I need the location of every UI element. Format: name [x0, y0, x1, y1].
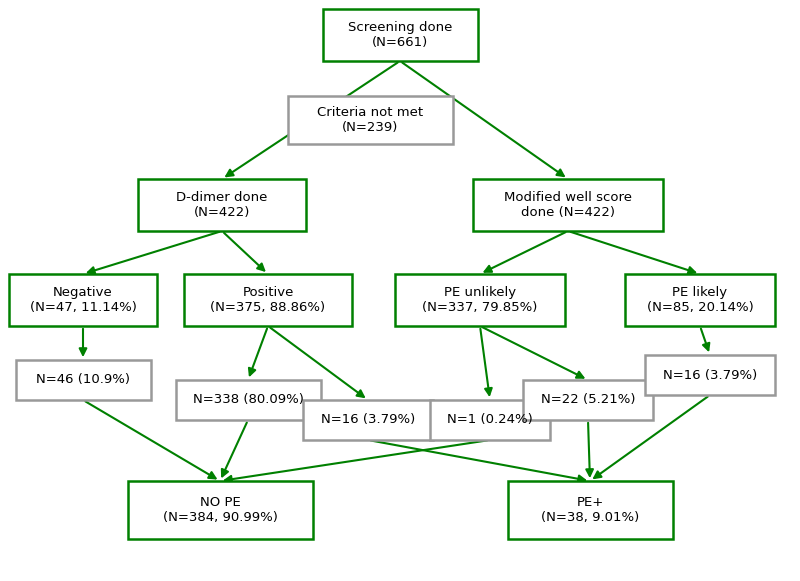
FancyBboxPatch shape	[184, 274, 352, 326]
Text: Screening done
(N=661): Screening done (N=661)	[348, 21, 452, 49]
Text: N=46 (10.9%): N=46 (10.9%)	[36, 374, 130, 386]
FancyBboxPatch shape	[507, 481, 673, 539]
FancyBboxPatch shape	[138, 179, 306, 231]
Text: D-dimer done
(N=422): D-dimer done (N=422)	[176, 191, 268, 219]
FancyBboxPatch shape	[9, 274, 157, 326]
Text: Criteria not met
(N=239): Criteria not met (N=239)	[317, 106, 423, 134]
FancyBboxPatch shape	[303, 400, 433, 440]
FancyBboxPatch shape	[322, 9, 478, 61]
FancyBboxPatch shape	[175, 380, 321, 420]
Text: PE+
(N=38, 9.01%): PE+ (N=38, 9.01%)	[541, 496, 639, 524]
Text: PE unlikely
(N=337, 79.85%): PE unlikely (N=337, 79.85%)	[422, 286, 538, 314]
Text: N=22 (5.21%): N=22 (5.21%)	[541, 393, 635, 407]
FancyBboxPatch shape	[430, 400, 550, 440]
Text: NO PE
(N=384, 90.99%): NO PE (N=384, 90.99%)	[162, 496, 278, 524]
FancyBboxPatch shape	[15, 360, 150, 400]
Text: N=338 (80.09%): N=338 (80.09%)	[193, 393, 303, 407]
FancyBboxPatch shape	[473, 179, 663, 231]
Text: N=16 (3.79%): N=16 (3.79%)	[663, 368, 757, 382]
Text: N=16 (3.79%): N=16 (3.79%)	[321, 414, 415, 426]
FancyBboxPatch shape	[395, 274, 565, 326]
FancyBboxPatch shape	[287, 96, 453, 144]
FancyBboxPatch shape	[523, 380, 653, 420]
Text: Negative
(N=47, 11.14%): Negative (N=47, 11.14%)	[30, 286, 137, 314]
FancyBboxPatch shape	[625, 274, 775, 326]
Text: Modified well score
done (N=422): Modified well score done (N=422)	[504, 191, 632, 219]
Text: PE likely
(N=85, 20.14%): PE likely (N=85, 20.14%)	[646, 286, 754, 314]
FancyBboxPatch shape	[127, 481, 313, 539]
Text: N=1 (0.24%): N=1 (0.24%)	[447, 414, 533, 426]
FancyBboxPatch shape	[645, 355, 775, 395]
Text: Positive
(N=375, 88.86%): Positive (N=375, 88.86%)	[210, 286, 326, 314]
